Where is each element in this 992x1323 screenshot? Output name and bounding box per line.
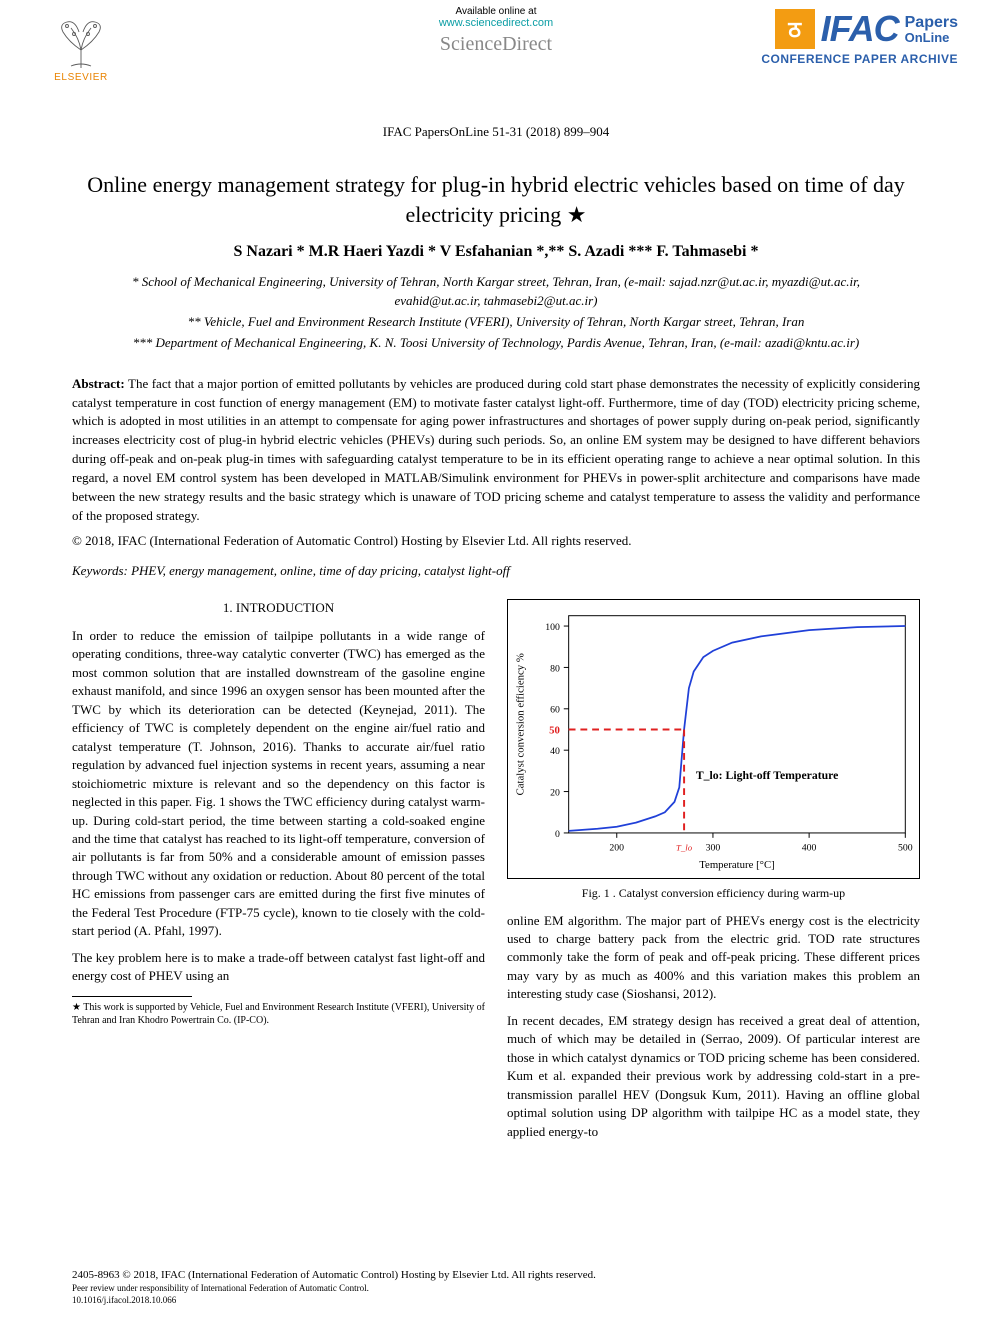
col1-p1: In order to reduce the emission of tailp… <box>72 627 485 941</box>
ifac-archive: CONFERENCE PAPER ARCHIVE <box>658 52 958 66</box>
abstract-label: Abstract: <box>72 376 125 391</box>
svg-text:Catalyst conversion efficiency: Catalyst conversion efficiency % <box>515 653 527 795</box>
svg-text:T_lo: Light-off Temperature: T_lo: Light-off Temperature <box>696 769 839 782</box>
ifac-papers-l1: Papers <box>905 15 958 31</box>
column-left: 1. INTRODUCTION In order to reduce the e… <box>72 599 485 1149</box>
footer-issn: 2405-8963 © 2018, IFAC (International Fe… <box>72 1269 596 1281</box>
svg-text:400: 400 <box>802 842 817 853</box>
svg-text:40: 40 <box>550 746 560 757</box>
col1-p2: The key problem here is to make a trade-… <box>72 949 485 986</box>
column-right: 200 300 400 500 0 20 40 60 80 100 Temperature [°C]… <box>507 599 920 1149</box>
section-1-heading: 1. INTRODUCTION <box>72 599 485 617</box>
affiliation-1: * School of Mechanical Engineering, Univ… <box>120 273 872 311</box>
svg-text:100: 100 <box>545 621 560 632</box>
ifac-logo-block: ठ IFAC Papers OnLine CONFERENCE PAPER AR… <box>658 8 958 66</box>
abstract-block: Abstract: The fact that a major portion … <box>0 375 992 581</box>
portal-name: ScienceDirect <box>439 33 553 56</box>
svg-text:50: 50 <box>549 724 560 736</box>
body-columns: 1. INTRODUCTION In order to reduce the e… <box>0 599 992 1149</box>
svg-text:80: 80 <box>550 663 560 674</box>
svg-text:200: 200 <box>609 842 624 853</box>
affiliation-3: *** Department of Mechanical Engineering… <box>120 334 872 353</box>
affiliations: * School of Mechanical Engineering, Univ… <box>0 273 992 352</box>
elsevier-wordmark: ELSEVIER <box>42 72 120 83</box>
authors-line: S Nazari * M.R Haeri Yazdi * V Esfahania… <box>0 243 992 261</box>
footer-bar: 2405-8963 © 2018, IFAC (International Fe… <box>72 1269 920 1305</box>
journal-line: IFAC PapersOnLine 51-31 (2018) 899–904 <box>0 124 992 140</box>
svg-text:300: 300 <box>706 842 721 853</box>
page-header: ELSEVIER Available online at www.science… <box>0 0 992 100</box>
title-block: Online energy management strategy for pl… <box>0 170 992 229</box>
elsevier-tree-icon <box>49 14 113 70</box>
figure-1: 200 300 400 500 0 20 40 60 80 100 Temperature [°C]… <box>507 599 920 879</box>
col2-p1: online EM algorithm. The major part of P… <box>507 912 920 1004</box>
svg-text:0: 0 <box>555 828 560 839</box>
copyright-line: © 2018, IFAC (International Federation o… <box>72 532 920 551</box>
footer-doi: 10.1016/j.ifacol.2018.10.066 <box>72 1295 596 1305</box>
svg-text:60: 60 <box>550 704 560 715</box>
abstract-text: The fact that a major portion of emitted… <box>72 376 920 523</box>
ifac-name: IFAC <box>821 8 899 50</box>
col2-p2: In recent decades, EM strategy design ha… <box>507 1012 920 1141</box>
svg-text:20: 20 <box>550 787 560 798</box>
ifac-papers-l2: OnLine <box>905 31 958 44</box>
footnote-star: ★ This work is supported by Vehicle, Fue… <box>72 1001 485 1027</box>
portal-url[interactable]: www.sciencedirect.com <box>439 17 553 29</box>
affiliation-2: ** Vehicle, Fuel and Environment Researc… <box>120 313 872 332</box>
svg-text:T_lo: T_lo <box>676 842 693 852</box>
portal-available: Available online at <box>439 6 553 17</box>
svg-text:500: 500 <box>898 842 913 853</box>
paper-title: Online energy management strategy for pl… <box>80 170 912 229</box>
sciencedirect-block: Available online at www.sciencedirect.co… <box>439 6 553 56</box>
figure-1-svg: 200 300 400 500 0 20 40 60 80 100 Temperature [°C]… <box>508 600 919 878</box>
elsevier-logo: ELSEVIER <box>42 14 120 83</box>
keywords-line: Keywords: PHEV, energy management, onlin… <box>72 562 920 580</box>
ifac-mark-icon: ठ <box>775 9 815 49</box>
footer-peer: Peer review under responsibility of Inte… <box>72 1283 596 1293</box>
svg-text:Temperature [°C]: Temperature [°C] <box>699 859 774 871</box>
figure-1-caption: Fig. 1 . Catalyst conversion efficiency … <box>507 885 920 902</box>
